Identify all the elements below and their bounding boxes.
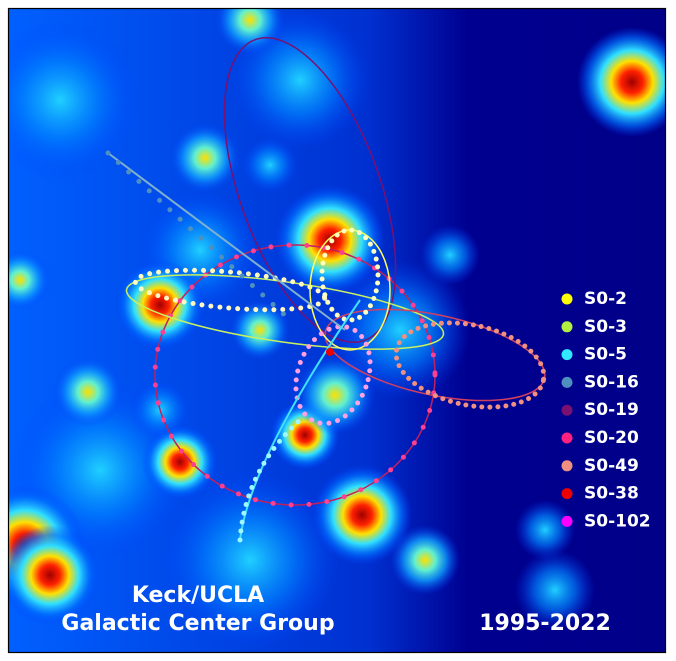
legend-label: S0-5: [584, 345, 627, 365]
legend-marker: [562, 460, 573, 471]
legend-label: S0-38: [584, 484, 639, 504]
legend-marker: [562, 294, 573, 305]
legend-marker: [562, 377, 573, 388]
legend-label: S0-3: [584, 317, 627, 337]
credit: Galactic Center Group: [61, 611, 334, 636]
legend-label: S0-16: [584, 372, 639, 392]
legend-marker: [562, 321, 573, 332]
legend-label: S0-2: [584, 289, 627, 309]
credit: Keck/UCLA: [132, 583, 264, 608]
legend-label: S0-49: [584, 456, 639, 476]
legend-label: S0-20: [584, 428, 639, 448]
legend-label: S0-102: [584, 511, 651, 531]
figure: Keck/UCLA Galactic Center Group 1995-202…: [0, 0, 676, 657]
legend-marker: [562, 433, 573, 444]
legend-label: S0-19: [584, 400, 639, 420]
legend-marker: [562, 488, 573, 499]
legend-marker: [562, 405, 573, 416]
legend-marker: [562, 516, 573, 527]
legend-marker: [562, 349, 573, 360]
years: 1995-2022: [479, 611, 611, 636]
page: Keck/UCLA Galactic Center Group 1995-202…: [0, 0, 676, 657]
